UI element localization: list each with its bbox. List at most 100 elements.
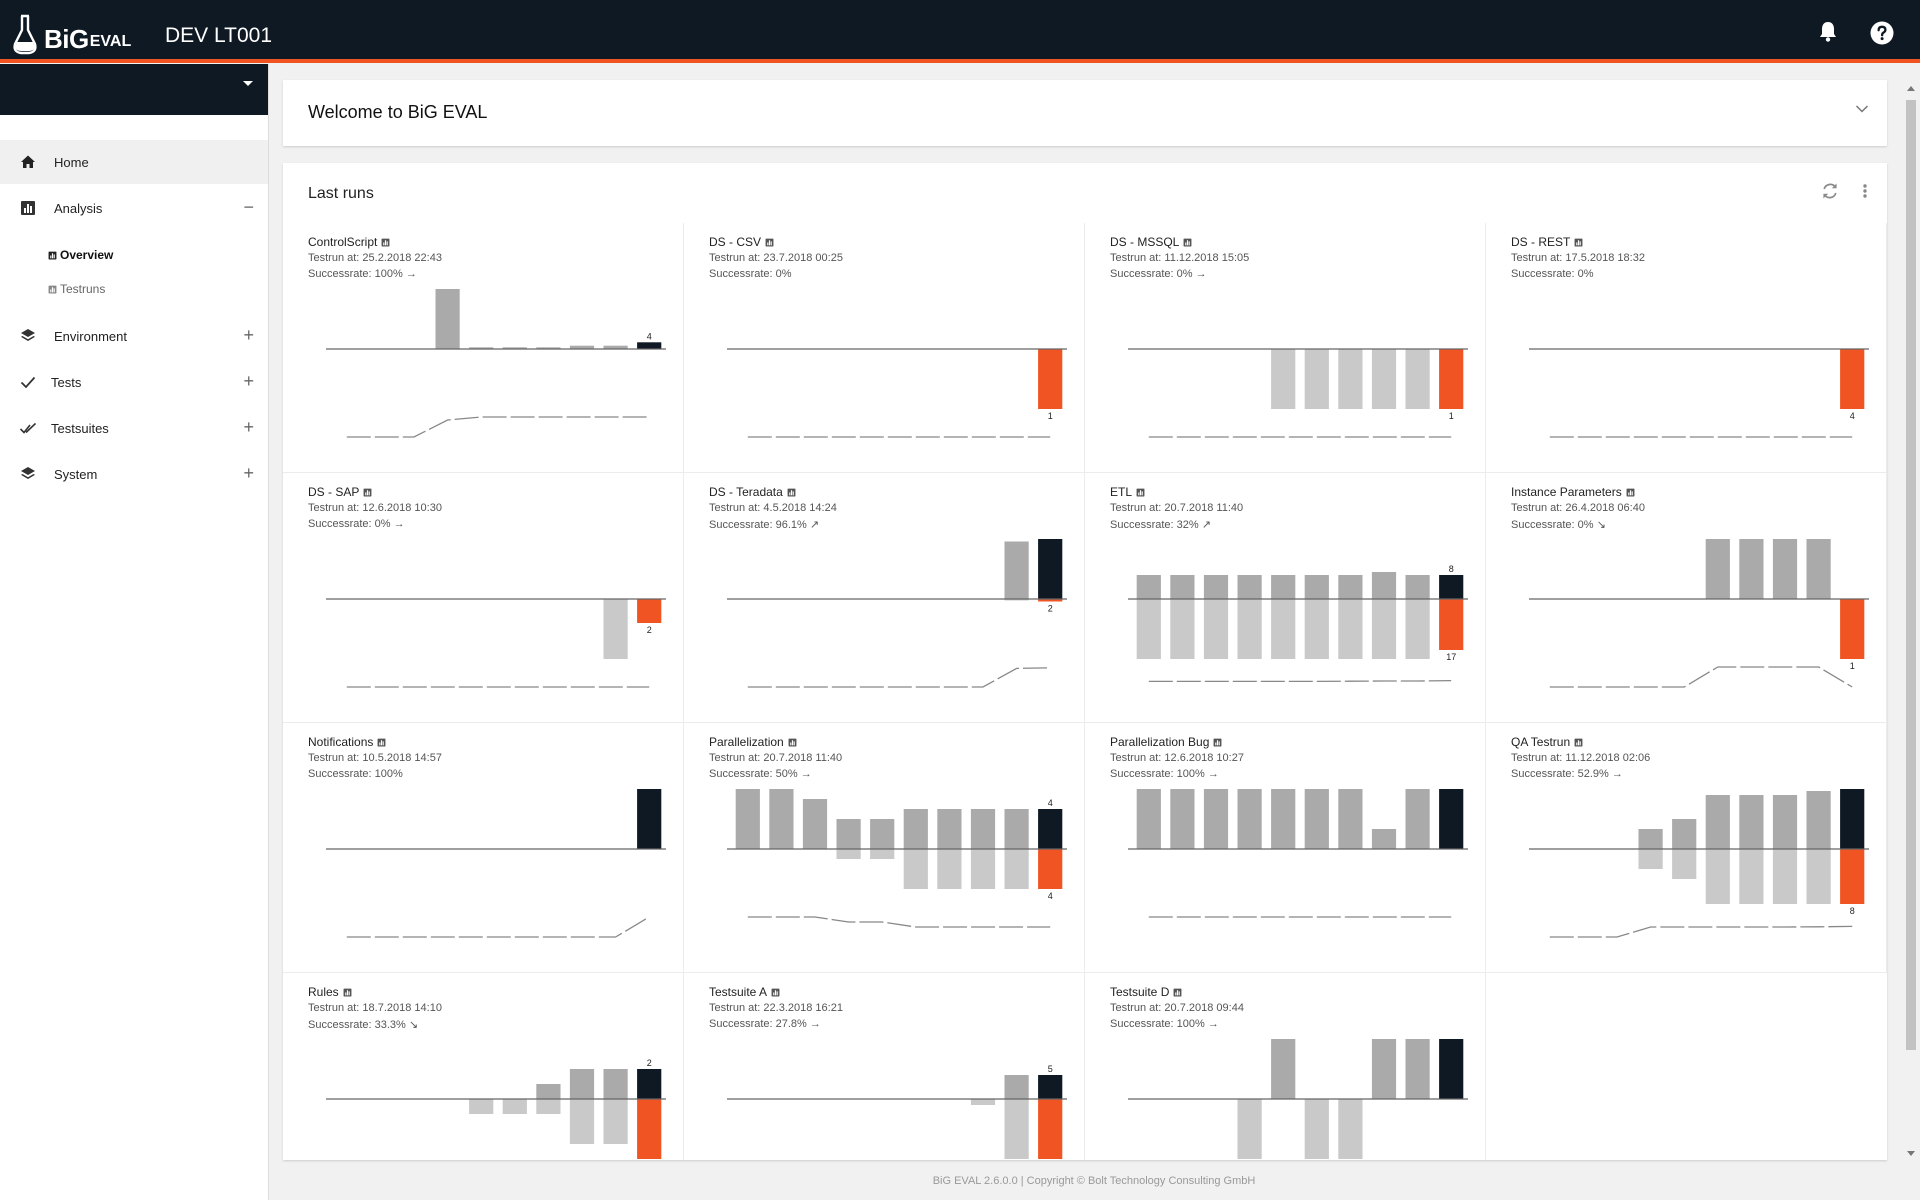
- last-run-card[interactable]: Notifications Testrun at: 10.5.2018 14:57…: [283, 723, 684, 973]
- sidebar-item-analysis[interactable]: Analysis −: [0, 186, 268, 230]
- run-history-chart: 4: [283, 223, 684, 473]
- scroll-down-icon[interactable]: [1907, 1151, 1915, 1156]
- fail-bar: [1170, 599, 1194, 659]
- run-history-chart: 2: [283, 973, 684, 1160]
- caret-down-icon[interactable]: [243, 81, 253, 86]
- collapse-icon[interactable]: −: [243, 198, 254, 216]
- success-bar: [1305, 789, 1329, 849]
- success-bar: [1038, 539, 1062, 599]
- last-run-card[interactable]: DS - CSV Testrun at: 23.7.2018 00:25 Succe…: [684, 223, 1085, 473]
- success-bar: [1305, 575, 1329, 599]
- double-check-icon: [20, 420, 36, 436]
- top-app-bar: BiG EVAL DEV LT001: [0, 0, 1920, 60]
- logo-text-small: EVAL: [90, 28, 131, 56]
- chevron-down-icon[interactable]: [1855, 104, 1869, 114]
- run-history-chart: [283, 723, 684, 973]
- chart-bottom-label: 1: [1850, 661, 1855, 671]
- fail-bar: [1338, 599, 1362, 659]
- fail-bar: [1372, 349, 1396, 409]
- scrollbar-thumb[interactable]: [1906, 100, 1916, 1050]
- page-scrollbar[interactable]: [1904, 82, 1918, 1160]
- successrate-trend-line: [347, 917, 649, 937]
- success-bar: [1338, 575, 1362, 599]
- successrate-trend-line: [748, 668, 1050, 687]
- sidebar-item-tests[interactable]: Tests +: [0, 360, 268, 404]
- fail-bar: [1840, 849, 1864, 904]
- last-run-card[interactable]: DS - REST Testrun at: 17.5.2018 18:32 Succ…: [1486, 223, 1887, 473]
- fail-bar: [604, 1099, 628, 1144]
- refresh-icon[interactable]: [1820, 181, 1840, 201]
- run-history-chart: 1: [684, 223, 1085, 473]
- last-run-card[interactable]: DS - Teradata Testrun at: 4.5.2018 14:24 S…: [684, 473, 1085, 723]
- expand-icon[interactable]: +: [243, 418, 254, 436]
- fail-bar: [1238, 599, 1262, 659]
- project-select[interactable]: [0, 64, 268, 115]
- success-bar: [1005, 1075, 1029, 1099]
- sidebar-item-label: Home: [54, 155, 89, 170]
- last-run-card[interactable]: Parallelization Testrun at: 20.7.2018 11:…: [684, 723, 1085, 973]
- last-run-card[interactable]: Rules Testrun at: 18.7.2018 14:10 Successr…: [283, 973, 684, 1160]
- success-bar: [1005, 542, 1029, 600]
- last-run-card[interactable]: Testsuite A Testrun at: 22.3.2018 16:21 Su…: [684, 973, 1085, 1160]
- last-run-card[interactable]: DS - MSSQL Testrun at: 11.12.2018 15:05 Su…: [1085, 223, 1486, 473]
- success-bar: [1271, 1039, 1295, 1099]
- more-vert-icon[interactable]: [1861, 181, 1869, 201]
- fail-bar: [1406, 599, 1430, 659]
- sidebar-subitem-label: Testruns: [60, 282, 105, 296]
- success-bar: [536, 1084, 560, 1099]
- sidebar-item-label: Environment: [54, 329, 127, 344]
- last-run-card[interactable]: QA Testrun Testrun at: 11.12.2018 02:06 Su…: [1486, 723, 1887, 973]
- fail-bar: [1305, 1099, 1329, 1159]
- last-run-card[interactable]: Parallelization Bug Testrun at: 12.6.2018…: [1085, 723, 1486, 973]
- success-bar: [1238, 789, 1262, 849]
- last-run-card[interactable]: Instance Parameters Testrun at: 26.4.2018…: [1486, 473, 1887, 723]
- success-bar: [971, 809, 995, 849]
- bell-icon[interactable]: [1818, 20, 1838, 47]
- sidebar-item-environment[interactable]: Environment +: [0, 314, 268, 358]
- fail-bar: [604, 599, 628, 659]
- fail-bar: [469, 1099, 493, 1114]
- app-logo[interactable]: BiG EVAL: [12, 12, 131, 56]
- expand-icon[interactable]: +: [243, 372, 254, 390]
- expand-icon[interactable]: +: [243, 326, 254, 344]
- chart-bottom-label: 4: [1850, 411, 1855, 421]
- welcome-title: Welcome to BiG EVAL: [308, 102, 487, 123]
- environment-title: DEV LT001: [165, 22, 272, 50]
- success-bar: [1238, 575, 1262, 599]
- fail-bar: [1840, 349, 1864, 409]
- expand-icon[interactable]: +: [243, 464, 254, 482]
- fail-bar: [1338, 1099, 1362, 1159]
- sidebar-item-testsuites[interactable]: Testsuites +: [0, 406, 268, 450]
- chart-top-label: 5: [1048, 1064, 1053, 1074]
- fail-bar: [637, 1099, 661, 1159]
- fail-bar: [937, 849, 961, 889]
- sidebar-item-home[interactable]: Home: [0, 140, 268, 184]
- scroll-up-icon[interactable]: [1907, 86, 1915, 91]
- last-run-card[interactable]: DS - SAP Testrun at: 12.6.2018 10:30 Succe…: [283, 473, 684, 723]
- fail-bar: [1238, 1099, 1262, 1159]
- run-history-chart: [1085, 973, 1486, 1160]
- success-bar: [1840, 789, 1864, 849]
- sidebar-subitem-overview[interactable]: Overview: [48, 245, 113, 265]
- success-bar: [637, 789, 661, 849]
- chart-bottom-label: 1: [1048, 411, 1053, 421]
- header-accent-line: [0, 59, 1920, 63]
- success-bar: [803, 799, 827, 849]
- success-bar: [937, 809, 961, 849]
- run-history-chart: [1085, 723, 1486, 973]
- fail-bar: [1406, 349, 1430, 409]
- success-bar: [1807, 791, 1831, 849]
- success-bar: [1406, 789, 1430, 849]
- last-run-card[interactable]: ETL Testrun at: 20.7.2018 11:40 Successrat…: [1085, 473, 1486, 723]
- success-bar: [1406, 1039, 1430, 1099]
- sidebar-subitem-testruns[interactable]: Testruns: [48, 279, 105, 299]
- sidebar-item-label: Tests: [51, 375, 81, 390]
- success-bar: [436, 289, 460, 349]
- help-circle-icon[interactable]: [1870, 21, 1894, 50]
- last-run-card[interactable]: Testsuite D Testrun at: 20.7.2018 09:44 Su…: [1085, 973, 1486, 1160]
- fail-bar: [1005, 849, 1029, 889]
- success-bar: [1706, 539, 1730, 599]
- last-run-card[interactable]: ControlScript Testrun at: 25.2.2018 22:43…: [283, 223, 684, 473]
- run-history-chart: 2: [684, 473, 1085, 723]
- sidebar-item-system[interactable]: System +: [0, 452, 268, 496]
